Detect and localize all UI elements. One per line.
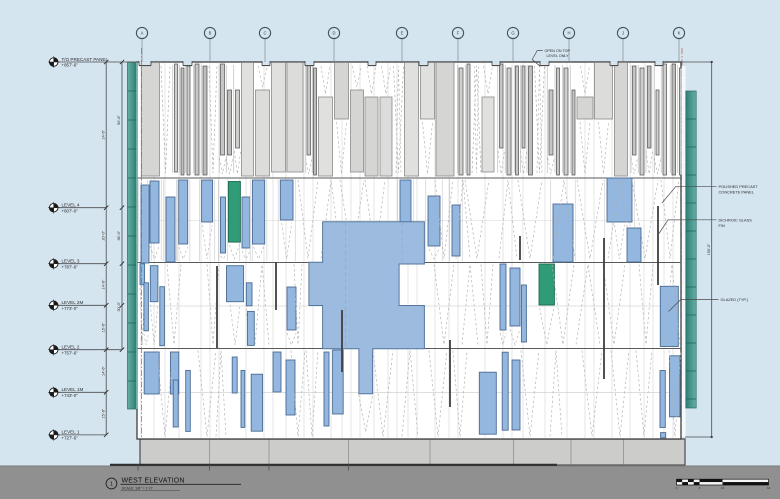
- svg-text:B: B: [209, 31, 212, 36]
- svg-text:16: 16: [721, 486, 725, 490]
- svg-text:H: H: [567, 31, 570, 36]
- svg-text:LEVEL 3: LEVEL 3: [62, 259, 80, 264]
- svg-text:+757'-6": +757'-6": [62, 350, 79, 355]
- svg-text:LEVEL ONLY: LEVEL ONLY: [547, 54, 570, 58]
- svg-text:OPEN ON TOP: OPEN ON TOP: [545, 49, 571, 53]
- svg-text:LEVEL 1: LEVEL 1: [62, 430, 80, 435]
- svg-text:LEVEL 4: LEVEL 4: [62, 203, 80, 208]
- svg-text:14'-6": 14'-6": [101, 366, 105, 376]
- svg-text:14'-6": 14'-6": [101, 129, 105, 139]
- svg-text:15'-6": 15'-6": [101, 322, 105, 332]
- svg-text:C: C: [263, 31, 266, 36]
- svg-text:F: F: [457, 31, 460, 36]
- svg-text:WEST ELEVATION: WEST ELEVATION: [122, 477, 185, 484]
- svg-text:50'-6": 50'-6": [117, 115, 121, 125]
- svg-text:+807'-0": +807'-0": [62, 208, 79, 213]
- svg-text:FIN: FIN: [719, 223, 725, 228]
- svg-text:LEVEL 2: LEVEL 2: [62, 345, 80, 350]
- svg-text:GLAZED (TYP.): GLAZED (TYP.): [721, 297, 749, 302]
- svg-text:8: 8: [699, 486, 701, 490]
- svg-text:+727'-6": +727'-6": [62, 436, 79, 441]
- svg-text:150'-0": 150'-0": [707, 243, 711, 255]
- svg-text:20'-0": 20'-0": [101, 230, 105, 240]
- svg-text:K: K: [678, 31, 681, 36]
- svg-text:E: E: [401, 31, 404, 36]
- svg-text:DICHROIC GLASS: DICHROIC GLASS: [719, 217, 753, 222]
- svg-text:36'-0": 36'-0": [117, 230, 121, 240]
- svg-text:A: A: [141, 31, 144, 36]
- svg-text:T/O PRECAST PANEL: T/O PRECAST PANEL: [62, 57, 109, 62]
- svg-text:+857'-6": +857'-6": [62, 63, 79, 68]
- svg-text:LEVEL 1M: LEVEL 1M: [62, 387, 84, 392]
- svg-text:CONCRETE PANEL: CONCRETE PANEL: [719, 189, 755, 194]
- svg-text:0: 0: [676, 486, 678, 490]
- svg-text:14'-6": 14'-6": [101, 279, 105, 289]
- svg-text:SCALE: 1/8" = 1'-0": SCALE: 1/8" = 1'-0": [122, 486, 154, 490]
- svg-text:32: 32: [767, 486, 771, 490]
- svg-text:+773'-0": +773'-0": [62, 306, 79, 311]
- svg-text:15'-6": 15'-6": [101, 408, 105, 418]
- svg-text:J: J: [622, 31, 624, 36]
- svg-text:+787'-6": +787'-6": [62, 264, 79, 269]
- svg-text:D: D: [332, 31, 335, 36]
- svg-text:30'-0": 30'-0": [117, 301, 121, 311]
- svg-text:LEVEL 2M: LEVEL 2M: [62, 300, 84, 305]
- svg-text:G: G: [511, 31, 514, 36]
- svg-text:1: 1: [110, 482, 113, 488]
- svg-text:+743'-0": +743'-0": [62, 393, 79, 398]
- svg-text:POLISHED PRECAST: POLISHED PRECAST: [719, 184, 759, 189]
